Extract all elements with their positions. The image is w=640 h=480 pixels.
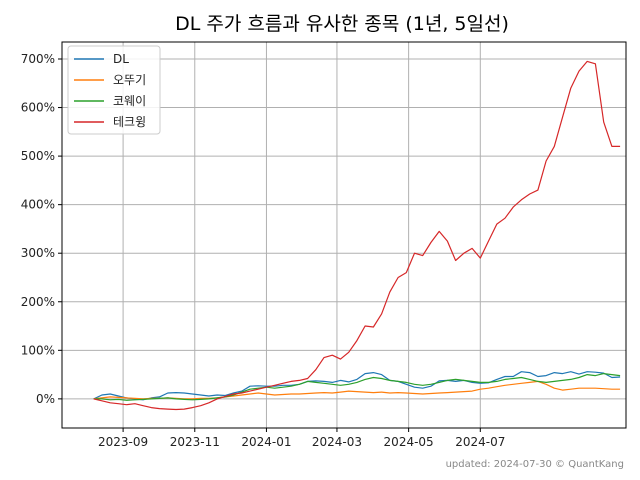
x-tick-label: 2024-05 xyxy=(384,435,434,449)
legend-label-1: DL xyxy=(113,52,129,66)
legend-box xyxy=(67,45,161,135)
x-tick-label: 2023-11 xyxy=(170,435,220,449)
x-tick-label: 2024-07 xyxy=(455,435,505,449)
y-tick-label: 400% xyxy=(21,198,55,212)
footer-credit: updated: 2024-07-30 © QuantKang xyxy=(446,459,624,470)
y-axis: 0% 100% 200% 300% 400% 500% 600% 700% xyxy=(21,52,62,406)
x-tick-label: 2024-01 xyxy=(241,435,291,449)
x-axis: 2023-09 2023-11 2024-01 2024-03 2024-05 2024-… xyxy=(98,428,505,449)
x-tick-label: 2024-03 xyxy=(312,435,362,449)
plot-frame xyxy=(61,41,627,429)
series-line-4 xyxy=(93,60,621,411)
series-line-3 xyxy=(93,373,621,401)
x-tick-label: 2023-09 xyxy=(98,435,148,449)
y-tick-label: 600% xyxy=(21,101,55,115)
grid-lines xyxy=(62,42,626,428)
y-tick-label: 500% xyxy=(21,149,55,163)
legend-label-3: 코웨이 xyxy=(113,94,146,108)
series-lines xyxy=(93,60,621,411)
series-line-1 xyxy=(93,371,621,401)
legend-label-2: 오뚜기 xyxy=(113,73,146,87)
y-tick-label: 0% xyxy=(36,392,55,406)
y-tick-label: 100% xyxy=(21,343,55,357)
y-tick-label: 700% xyxy=(21,52,55,66)
y-tick-label: 200% xyxy=(21,295,55,309)
legend-label-4: 테크윙 xyxy=(113,115,146,129)
chart-title: DL 주가 흐름과 유사한 종목 (1년, 5일선) xyxy=(175,13,509,35)
y-tick-label: 300% xyxy=(21,246,55,260)
